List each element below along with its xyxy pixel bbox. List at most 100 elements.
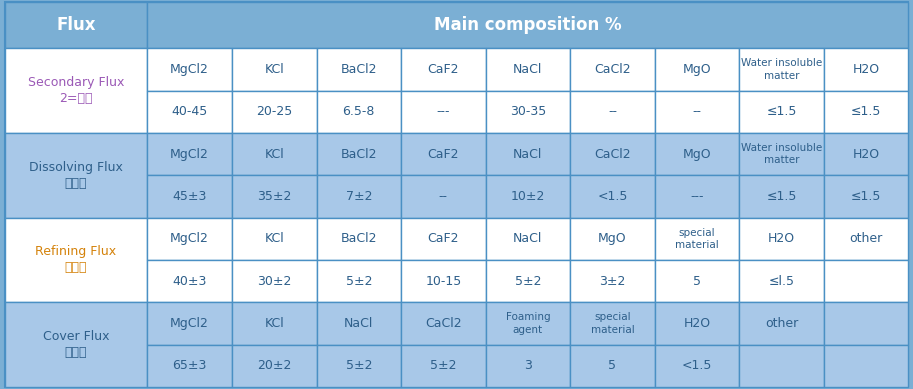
Bar — [5, 217, 147, 302]
Text: CaCl2: CaCl2 — [594, 147, 631, 161]
Text: ---: --- — [436, 105, 450, 118]
Text: KCl: KCl — [265, 147, 284, 161]
Text: Secondary Flux
2=熔剂: Secondary Flux 2=熔剂 — [27, 76, 124, 105]
Text: Water insoluble
matter: Water insoluble matter — [741, 58, 823, 81]
Bar — [317, 48, 401, 91]
Text: 3±2: 3±2 — [599, 275, 625, 287]
Bar — [824, 345, 908, 387]
Bar — [147, 217, 232, 260]
Bar — [317, 217, 401, 260]
Text: 30-35: 30-35 — [509, 105, 546, 118]
Text: special
material: special material — [591, 312, 635, 335]
Bar — [655, 91, 740, 133]
Text: BaCl2: BaCl2 — [341, 232, 377, 245]
Bar — [486, 260, 571, 302]
Text: NaCl: NaCl — [513, 232, 542, 245]
Text: KCl: KCl — [265, 232, 284, 245]
Text: Foaming
agent: Foaming agent — [506, 312, 551, 335]
Bar — [740, 260, 824, 302]
Bar — [571, 133, 655, 175]
Bar — [317, 133, 401, 175]
Text: Dissolving Flux
熔解剂: Dissolving Flux 熔解剂 — [29, 161, 123, 190]
Bar — [824, 133, 908, 175]
Text: ≤1.5: ≤1.5 — [766, 105, 797, 118]
Bar — [571, 175, 655, 217]
Text: other: other — [849, 232, 883, 245]
Text: Water insoluble
matter: Water insoluble matter — [741, 143, 823, 165]
Bar — [486, 91, 571, 133]
Bar — [147, 302, 232, 345]
Bar — [655, 260, 740, 302]
Text: ≤l.5: ≤l.5 — [769, 275, 794, 287]
Text: KCl: KCl — [265, 63, 284, 76]
Text: special
material: special material — [675, 228, 719, 250]
Bar — [401, 48, 486, 91]
Text: 40±3: 40±3 — [173, 275, 207, 287]
Bar — [655, 175, 740, 217]
Bar — [147, 175, 232, 217]
Text: 10±2: 10±2 — [510, 190, 545, 203]
Bar — [232, 175, 317, 217]
Text: Flux: Flux — [57, 16, 96, 34]
Text: Refining Flux
精炼剂: Refining Flux 精炼剂 — [36, 245, 117, 275]
Text: --: -- — [693, 105, 701, 118]
Bar — [740, 345, 824, 387]
Bar — [5, 302, 147, 387]
Text: 20±2: 20±2 — [257, 359, 291, 372]
Bar — [740, 175, 824, 217]
Bar — [232, 133, 317, 175]
Bar — [232, 302, 317, 345]
Text: CaCl2: CaCl2 — [425, 317, 462, 330]
Text: 6.5-8: 6.5-8 — [342, 105, 375, 118]
Bar — [655, 133, 740, 175]
Bar — [5, 133, 147, 217]
Text: --: -- — [608, 105, 617, 118]
Text: MgCl2: MgCl2 — [170, 63, 209, 76]
Text: 7±2: 7±2 — [345, 190, 372, 203]
Text: MgO: MgO — [683, 63, 711, 76]
Text: KCl: KCl — [265, 317, 284, 330]
Text: CaF2: CaF2 — [427, 147, 459, 161]
Text: ---: --- — [690, 190, 704, 203]
Text: MgCl2: MgCl2 — [170, 317, 209, 330]
Bar — [655, 302, 740, 345]
Text: H2O: H2O — [853, 147, 880, 161]
Bar — [317, 91, 401, 133]
Text: MgCl2: MgCl2 — [170, 232, 209, 245]
Text: CaF2: CaF2 — [427, 63, 459, 76]
Bar — [740, 48, 824, 91]
Text: other: other — [765, 317, 798, 330]
Bar — [486, 302, 571, 345]
Text: <1.5: <1.5 — [597, 190, 627, 203]
Bar — [571, 302, 655, 345]
Text: Main composition %: Main composition % — [434, 16, 622, 34]
Text: --: -- — [439, 190, 448, 203]
Text: 20-25: 20-25 — [256, 105, 292, 118]
Bar — [740, 91, 824, 133]
Bar — [147, 2, 908, 48]
Bar — [486, 48, 571, 91]
Text: BaCl2: BaCl2 — [341, 147, 377, 161]
Bar — [401, 175, 486, 217]
Bar — [401, 91, 486, 133]
Bar — [317, 345, 401, 387]
Bar — [147, 133, 232, 175]
Bar — [740, 302, 824, 345]
Bar — [232, 48, 317, 91]
Text: 5: 5 — [693, 275, 701, 287]
Bar — [655, 48, 740, 91]
Text: ≤1.5: ≤1.5 — [766, 190, 797, 203]
Text: H2O: H2O — [768, 232, 795, 245]
Bar — [486, 175, 571, 217]
Bar — [571, 91, 655, 133]
Bar — [317, 302, 401, 345]
Bar — [317, 260, 401, 302]
Text: <1.5: <1.5 — [682, 359, 712, 372]
Text: NaCl: NaCl — [513, 147, 542, 161]
Text: 35±2: 35±2 — [257, 190, 291, 203]
Bar — [824, 91, 908, 133]
Text: BaCl2: BaCl2 — [341, 63, 377, 76]
Text: 45±3: 45±3 — [173, 190, 207, 203]
Bar — [401, 260, 486, 302]
Text: MgCl2: MgCl2 — [170, 147, 209, 161]
